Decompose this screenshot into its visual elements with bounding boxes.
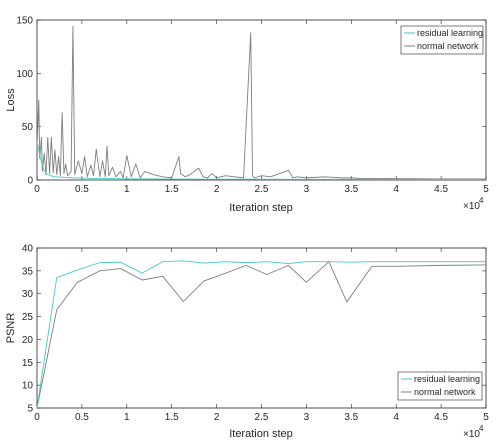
psnr-plot: 0 0.5 1 1.5 2 2.5 3 3.5 4 4.5 5 5 10 15 20 25 30 35 40 Ite… [5, 244, 489, 441]
loss-y-tick-label: 100 [16, 69, 33, 80]
loss-series [36, 25, 486, 180]
loss-series-line-normal-network [36, 25, 486, 180]
psnr-y-tick-label: 5 [27, 404, 33, 415]
psnr-x-multiplier-base: ×10 [463, 429, 480, 440]
loss-legend: residual learning normal network [400, 25, 484, 55]
psnr-series-line-residual-learning [36, 260, 486, 409]
loss-x-multiplier: ×10 4 [463, 196, 484, 212]
psnr-x-tick-label: 1 [124, 412, 130, 423]
loss-x-tick-label: 3.5 [344, 184, 358, 195]
psnr-x-tick-label: 1.5 [165, 412, 179, 423]
loss-series-line-residual-learning [36, 141, 486, 180]
psnr-y-tick-label: 40 [22, 244, 34, 255]
loss-x-tick-label: 4 [393, 184, 399, 195]
loss-x-multiplier-exponent: 4 [479, 196, 484, 205]
psnr-x-tick-label: 2 [214, 412, 220, 423]
psnr-x-tick-label: 0 [34, 412, 40, 423]
psnr-y-tick-label: 25 [22, 312, 34, 323]
psnr-y-axis-label: PSNR [5, 313, 17, 344]
psnr-y-tick-label: 30 [22, 289, 34, 300]
psnr-ticks: 0 0.5 1 1.5 2 2.5 3 3.5 4 4.5 5 5 10 15 20 25 30 35 40 [22, 244, 489, 424]
loss-y-axis-label: Loss [5, 88, 17, 112]
loss-x-axis-label: Iteration step [229, 202, 293, 214]
psnr-legend-label-residual: residual learning [414, 374, 480, 384]
psnr-legend-label-normal: normal network [414, 387, 476, 397]
loss-x-tick-label: 4.5 [434, 184, 448, 195]
psnr-y-tick-label: 15 [22, 358, 34, 369]
loss-y-tick-label: 50 [22, 122, 34, 133]
loss-legend-label-normal: normal network [417, 41, 479, 51]
loss-x-tick-label: 1 [124, 184, 130, 195]
psnr-legend: residual learning normal network [397, 371, 483, 401]
psnr-x-axis-label: Iteration step [229, 428, 293, 440]
loss-x-tick-label: 0.5 [75, 184, 89, 195]
loss-x-tick-label: 2 [214, 184, 220, 195]
psnr-legend-box [397, 371, 483, 401]
psnr-x-tick-label: 3.5 [344, 412, 358, 423]
loss-legend-box [400, 25, 484, 55]
loss-x-tick-label: 3 [304, 184, 310, 195]
psnr-series-line-normal-network [36, 261, 487, 409]
psnr-x-multiplier: ×10 4 [463, 424, 484, 440]
loss-y-tick-label: 0 [27, 176, 33, 187]
loss-x-tick-label: 5 [483, 184, 489, 195]
loss-y-tick-label: 150 [16, 16, 33, 27]
psnr-x-tick-label: 4 [393, 412, 399, 423]
psnr-x-tick-label: 5 [483, 412, 489, 423]
loss-x-tick-label: 0 [34, 184, 40, 195]
psnr-y-tick-label: 20 [22, 335, 34, 346]
loss-x-multiplier-base: ×10 [463, 201, 480, 212]
loss-x-tick-label: 1.5 [165, 184, 179, 195]
psnr-x-multiplier-exponent: 4 [479, 424, 484, 433]
psnr-x-tick-label: 4.5 [434, 412, 448, 423]
psnr-x-tick-label: 0.5 [75, 412, 89, 423]
psnr-y-tick-label: 35 [22, 266, 34, 277]
loss-legend-label-residual: residual learning [417, 28, 483, 38]
loss-x-tick-label: 2.5 [255, 184, 269, 195]
psnr-y-tick-label: 10 [22, 381, 34, 392]
psnr-series [36, 260, 487, 409]
psnr-x-tick-label: 2.5 [255, 412, 269, 423]
psnr-x-tick-label: 3 [304, 412, 310, 423]
